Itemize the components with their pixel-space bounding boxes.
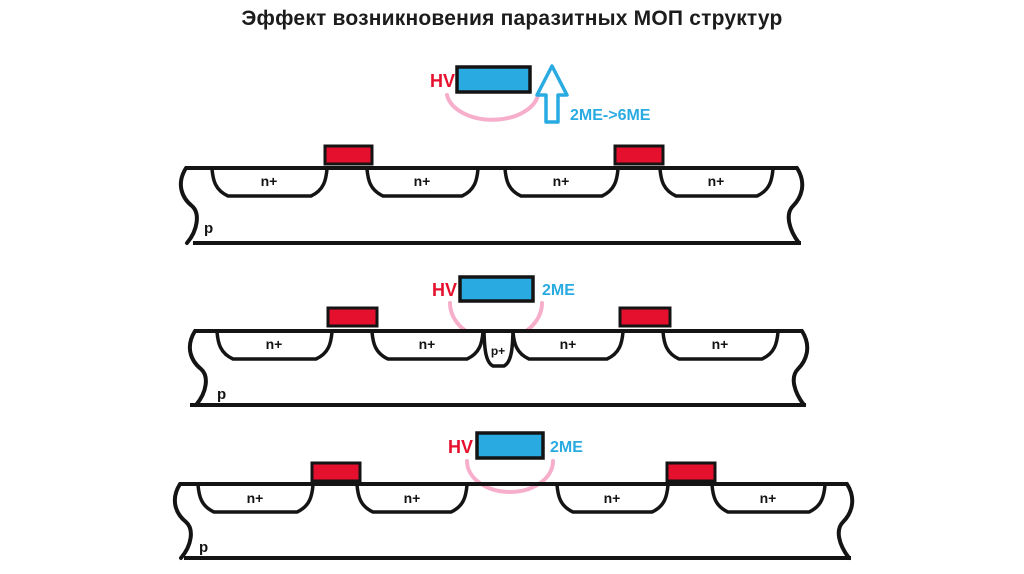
p-substrate-label: p (217, 386, 226, 403)
n-plus-region (365, 168, 480, 198)
cross-section-2: HV 2ME n+ n+ p+ n+ n+ p (187, 275, 810, 407)
n-plus-label: n+ (404, 490, 421, 506)
p-substrate-label: p (199, 539, 208, 556)
cross-section-3: HV 2ME n+ n+ n+ n+ p (172, 431, 855, 560)
break-edge-right (791, 329, 810, 407)
break-edge-right (786, 166, 805, 245)
hv-metal-gate-rect (455, 65, 532, 94)
hv-metal-gate-rect (458, 275, 535, 303)
hv-label: HV (430, 71, 455, 91)
hv-label: HV (432, 280, 457, 300)
n-plus-region (196, 484, 315, 514)
hv-gate-group-top: HV 2ME->6ME (430, 64, 651, 124)
break-edge-right (836, 482, 855, 560)
break-edge-left (187, 329, 208, 407)
parasitic-channel-arc (465, 459, 555, 494)
hv-metal-gate-rect (475, 431, 545, 460)
slide-title: Эффект возникновения паразитных МОП стру… (241, 7, 783, 30)
n-plus-label: n+ (414, 173, 431, 189)
n-plus-region (370, 331, 485, 361)
n-plus-region (710, 484, 827, 514)
n-plus-label: n+ (266, 336, 283, 352)
n-plus-region (210, 168, 329, 198)
p-substrate-label: p (204, 220, 213, 237)
n-plus-label: n+ (261, 173, 278, 189)
n-plus-region (503, 168, 620, 198)
n-plus-label: n+ (419, 336, 436, 352)
n-plus-region (215, 331, 334, 361)
n-plus-region (658, 168, 775, 198)
contact-rect (613, 144, 665, 166)
up-arrow-icon (535, 64, 569, 124)
n-plus-label: n+ (712, 336, 729, 352)
break-edge-left (172, 482, 193, 560)
n-plus-region (661, 331, 780, 361)
n-plus-label: n+ (604, 490, 621, 506)
contact-rect (618, 306, 672, 328)
n-plus-region (355, 484, 469, 514)
n-plus-label: n+ (760, 490, 777, 506)
metal-stack-note: 2ME (550, 439, 583, 456)
contact-rect (326, 306, 379, 328)
cross-section-1: n+ n+ n+ n+ p (178, 144, 805, 245)
p-plus-guard-region (482, 331, 515, 368)
p-plus-label: p+ (491, 344, 505, 358)
metal-stack-note: 2ME->6ME (570, 107, 651, 124)
hv-label: HV (448, 437, 473, 457)
n-plus-region (511, 331, 625, 361)
n-plus-label: n+ (560, 336, 577, 352)
contact-rect (323, 144, 374, 166)
contact-rect (310, 461, 362, 483)
parasitic-channel-arc (445, 93, 540, 122)
n-plus-region (555, 484, 670, 514)
n-plus-label: n+ (553, 173, 570, 189)
metal-stack-note: 2ME (542, 282, 575, 299)
contact-rect (665, 461, 717, 483)
n-plus-label: n+ (247, 490, 264, 506)
n-plus-label: n+ (708, 173, 725, 189)
break-edge-left (178, 166, 199, 245)
